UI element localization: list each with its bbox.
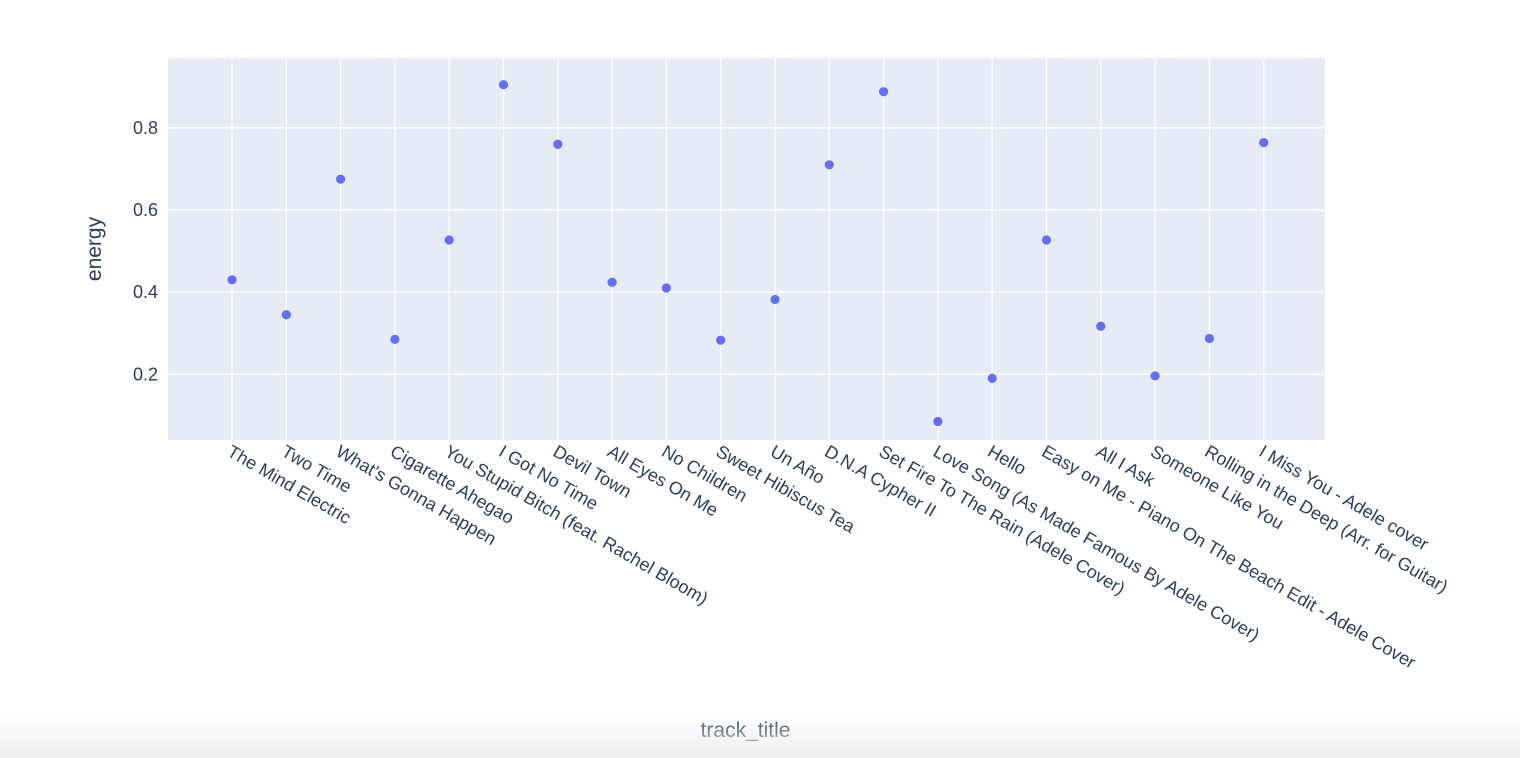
data-point[interactable]	[553, 139, 563, 149]
data-point[interactable]	[987, 373, 997, 383]
y-tick-label: 0.8	[133, 118, 158, 138]
data-point[interactable]	[281, 310, 291, 320]
y-tick-label: 0.4	[133, 282, 158, 302]
data-point[interactable]	[879, 87, 889, 97]
grid-lines	[168, 58, 1325, 440]
x-tick-label: Easy on Me - Piano On The Beach Edit - A…	[1039, 441, 1420, 672]
data-point[interactable]	[933, 416, 943, 427]
y-axis-title: energy	[83, 216, 106, 281]
data-points	[227, 80, 1269, 427]
data-point[interactable]	[1204, 333, 1214, 344]
data-point[interactable]	[824, 160, 834, 170]
data-point[interactable]	[390, 334, 400, 344]
data-point[interactable]	[336, 174, 346, 184]
data-point[interactable]	[227, 275, 237, 285]
data-point[interactable]	[444, 235, 454, 245]
data-point[interactable]	[661, 283, 672, 293]
data-point[interactable]	[607, 277, 617, 287]
data-point[interactable]	[1096, 321, 1106, 331]
plot-area	[168, 58, 1325, 440]
data-point[interactable]	[498, 80, 509, 90]
data-point[interactable]	[1150, 371, 1160, 381]
data-point[interactable]	[770, 294, 780, 305]
data-point[interactable]	[1041, 235, 1052, 245]
y-tick-label: 0.6	[133, 200, 158, 220]
x-axis-title: track_title	[701, 719, 791, 742]
data-point[interactable]	[1259, 138, 1269, 148]
data-point[interactable]	[716, 335, 726, 345]
y-tick-label: 0.2	[133, 364, 158, 384]
y-tick-labels: 0.2 0.4 0.6 0.8	[133, 118, 158, 384]
